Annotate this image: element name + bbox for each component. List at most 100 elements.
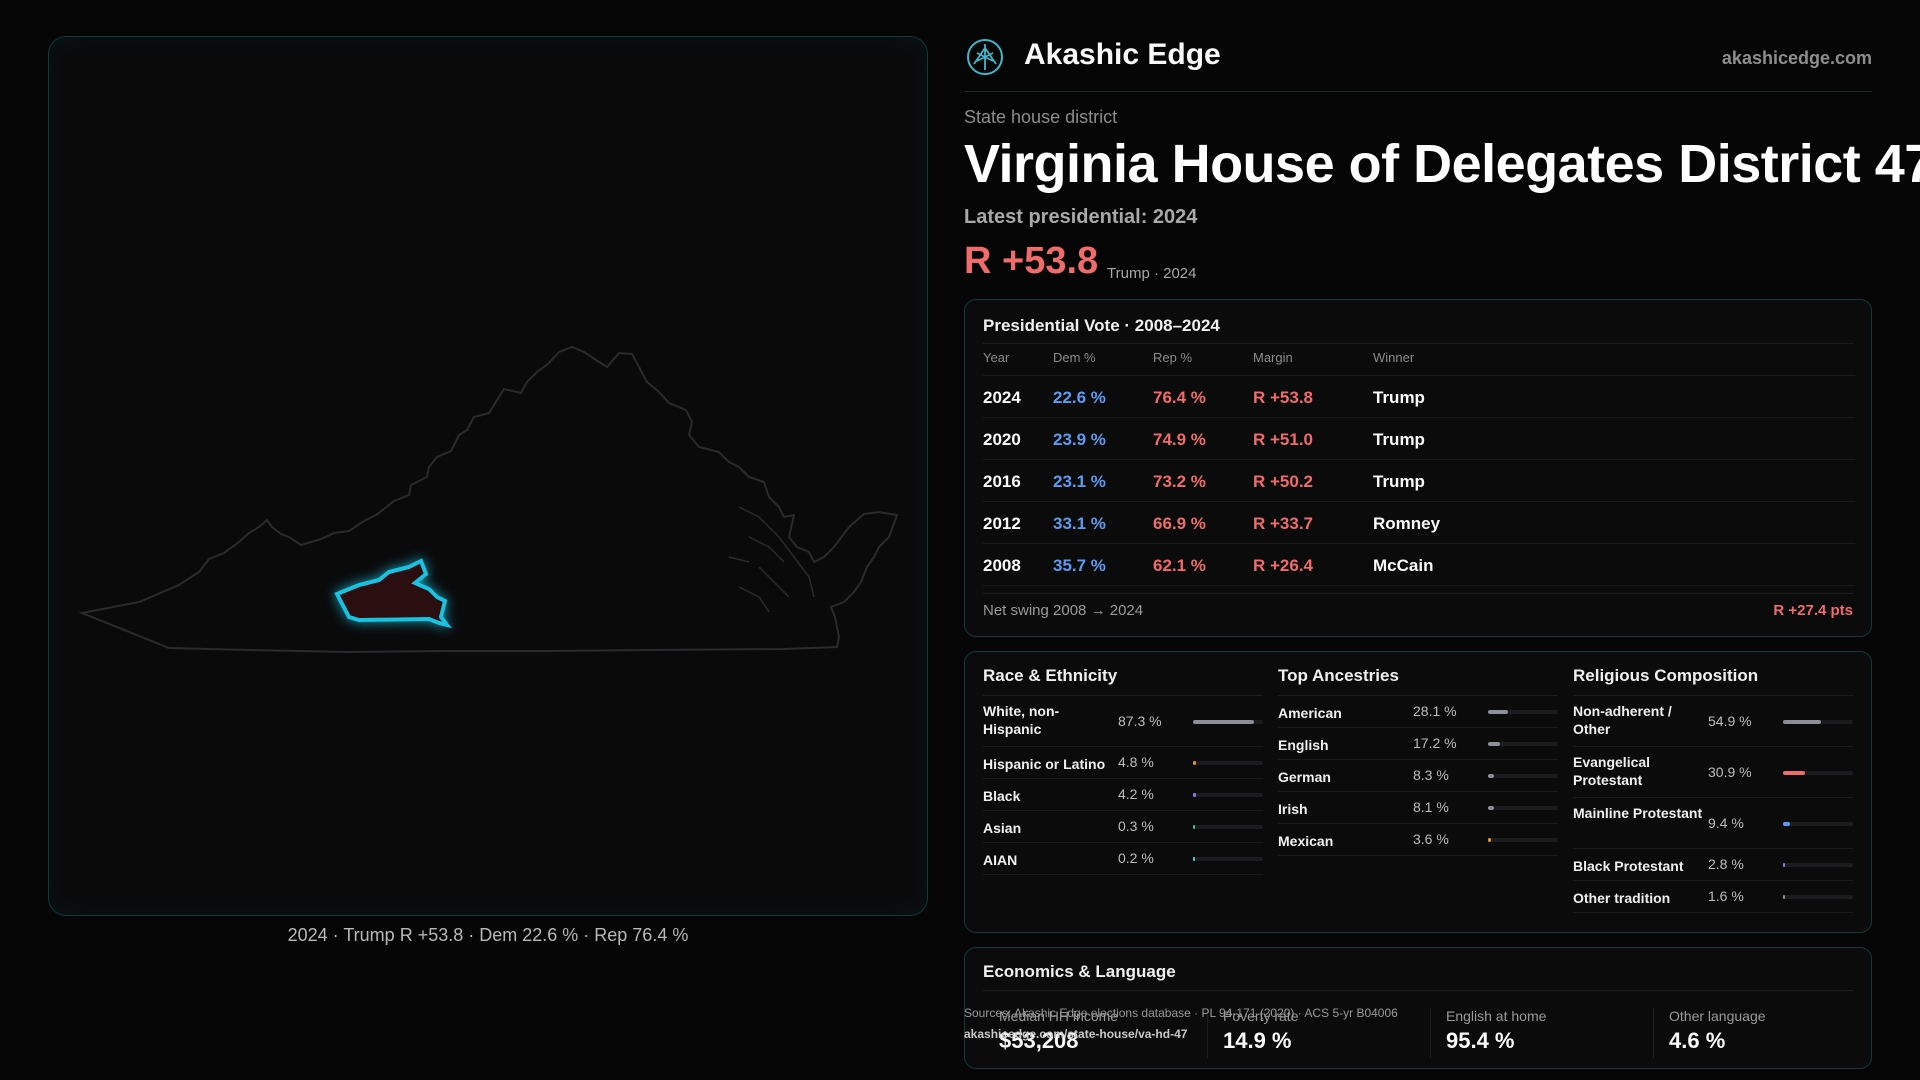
item-percent: 9.4 %: [1708, 814, 1744, 831]
econ-value: $53,208: [999, 1028, 1079, 1053]
list-item: AIAN 0.2 %: [983, 843, 1263, 875]
item-percent: 2.8 %: [1708, 856, 1744, 872]
list-item: English 17.2 %: [1278, 728, 1558, 760]
district-47-outline[interactable]: [334, 558, 452, 629]
bar-fill: [1783, 863, 1785, 867]
list-item: Asian 0.3 %: [983, 811, 1263, 843]
item-percent: 1.6 %: [1708, 888, 1744, 904]
cell-rep: 74.9 %: [1153, 430, 1206, 449]
econ-value: 14.9 %: [1223, 1028, 1292, 1053]
item-label: Mainline Protestant: [1573, 805, 1703, 821]
item-percent: 4.8 %: [1118, 754, 1154, 770]
item-label: German: [1278, 769, 1331, 785]
item-label: English: [1278, 737, 1329, 753]
cell-year: 2024: [983, 388, 1021, 407]
item-label: White, non-Hispanic: [983, 703, 1060, 737]
table-row: 2012 33.1 % 66.9 % R +33.7 Romney: [983, 502, 1855, 544]
headline-margin: R +53.8: [964, 240, 1099, 282]
headline-margin-sub: Trump · 2024: [1107, 265, 1197, 282]
econ-label: Poverty rate: [1223, 1008, 1299, 1024]
table-row: 2024 22.6 % 76.4 % R +53.8 Trump: [983, 376, 1855, 418]
list-item: Black Protestant 2.8 %: [1573, 849, 1853, 881]
econ-value: 4.6 %: [1669, 1028, 1726, 1053]
list-item: White, non-Hispanic 87.3 %: [983, 696, 1263, 747]
cell-margin: R +33.7: [1253, 514, 1314, 533]
item-percent: 3.6 %: [1413, 831, 1449, 847]
cell-winner: Trump: [1373, 388, 1425, 407]
map-panel[interactable]: [48, 36, 928, 916]
bar-fill: [1193, 761, 1197, 765]
akashic-logo-icon: [967, 39, 1003, 75]
table-row: 2008 35.7 % 62.1 % R +26.4 McCain: [983, 544, 1855, 586]
sources-note: Sources: Akashic Edge elections database…: [964, 1006, 1398, 1020]
econ-poverty-rate: Poverty rate 14.9 %: [1223, 1008, 1298, 1054]
item-label: Asian: [983, 820, 1022, 836]
bar-fill: [1193, 719, 1255, 724]
bar-track: [1193, 825, 1263, 829]
vote-table: Year Dem % Rep % Margin Winner 2024 22.6…: [983, 350, 1855, 586]
item-percent: 4.2 %: [1118, 786, 1154, 802]
table-header: Year Dem % Rep % Margin Winner: [983, 350, 1855, 376]
bar-fill: [1488, 774, 1494, 778]
bar-fill: [1488, 710, 1508, 714]
bar-fill: [1783, 770, 1805, 775]
bar-track: [1783, 863, 1853, 867]
bar-fill: [1783, 821, 1790, 826]
virginia-map[interactable]: [49, 37, 929, 917]
source-url[interactable]: akashicedge.com/state-house/va-hd-47: [964, 1027, 1188, 1041]
net-swing: Net swing 2008 → 2024 R +27.4 pts: [983, 593, 1853, 623]
bar-track: [1783, 895, 1853, 899]
bar-track: [1193, 761, 1263, 765]
page-title: Virginia House of Delegates District 47: [964, 134, 1920, 194]
list-item: Hispanic or Latino 4.8 %: [983, 747, 1263, 779]
list-item: Black 4.2 %: [983, 779, 1263, 811]
cell-margin: R +51.0: [1253, 430, 1314, 449]
virginia-outline: [78, 345, 899, 654]
cell-winner: Trump: [1373, 472, 1425, 491]
item-percent: 54.9 %: [1708, 712, 1752, 729]
item-percent: 0.3 %: [1118, 818, 1154, 834]
chesapeake-detail: [728, 506, 815, 613]
district-detail: Akashic Edge akashicedge.com State house…: [964, 0, 1920, 1080]
latest-presidential: Latest presidential: 2024: [964, 206, 1198, 228]
race-ethnicity-section: Race & Ethnicity White, non-Hispanic 87.3…: [983, 666, 1263, 875]
bar-fill: [1193, 793, 1196, 797]
bar-track: [1488, 806, 1558, 810]
item-percent: 87.3 %: [1118, 712, 1162, 729]
presidential-vote-card: Presidential Vote · 2008–2024 Year Dem %…: [964, 299, 1872, 637]
divider: [1207, 1008, 1208, 1058]
list-item: German 8.3 %: [1278, 760, 1558, 792]
econ-english-home: English at home 95.4 %: [1446, 1008, 1546, 1054]
econ-label: Other language: [1669, 1008, 1766, 1024]
cell-winner: Romney: [1373, 514, 1441, 533]
bar-fill: [1488, 806, 1494, 810]
item-label: Non-adherent / Other: [1573, 703, 1672, 737]
cell-winner: McCain: [1373, 556, 1434, 575]
bar-track: [1193, 857, 1263, 861]
net-swing-value: R +27.4 pts: [1773, 602, 1853, 619]
net-swing-label: Net swing 2008 → 2024: [983, 602, 1144, 619]
bar-track: [1488, 774, 1558, 778]
cell-dem: 33.1 %: [1053, 514, 1106, 533]
bar-track: [1488, 838, 1558, 842]
divider: [983, 343, 1853, 344]
econ-label: English at home: [1446, 1008, 1547, 1024]
item-label: Mexican: [1278, 833, 1334, 849]
cell-year: 2020: [983, 430, 1021, 449]
bar-fill: [1783, 719, 1822, 724]
bar-track: [1193, 793, 1263, 797]
item-label: American: [1278, 705, 1342, 721]
bar-track: [1193, 719, 1263, 724]
item-percent: 0.2 %: [1118, 850, 1154, 866]
bar-fill: [1488, 742, 1501, 746]
list-item: Non-adherent / Other 54.9 %: [1573, 696, 1853, 747]
cell-dem: 22.6 %: [1053, 388, 1106, 407]
item-label: Hispanic or Latino: [983, 756, 1106, 772]
header: Akashic Edge akashicedge.com: [964, 36, 1872, 92]
cell-margin: R +26.4: [1253, 556, 1314, 575]
list-item: Irish 8.1 %: [1278, 792, 1558, 824]
site-link[interactable]: akashicedge.com: [1721, 48, 1872, 68]
item-label: Black Protestant: [1573, 858, 1684, 874]
econ-label: Median HH income: [999, 1008, 1119, 1024]
cell-year: 2008: [983, 556, 1021, 575]
